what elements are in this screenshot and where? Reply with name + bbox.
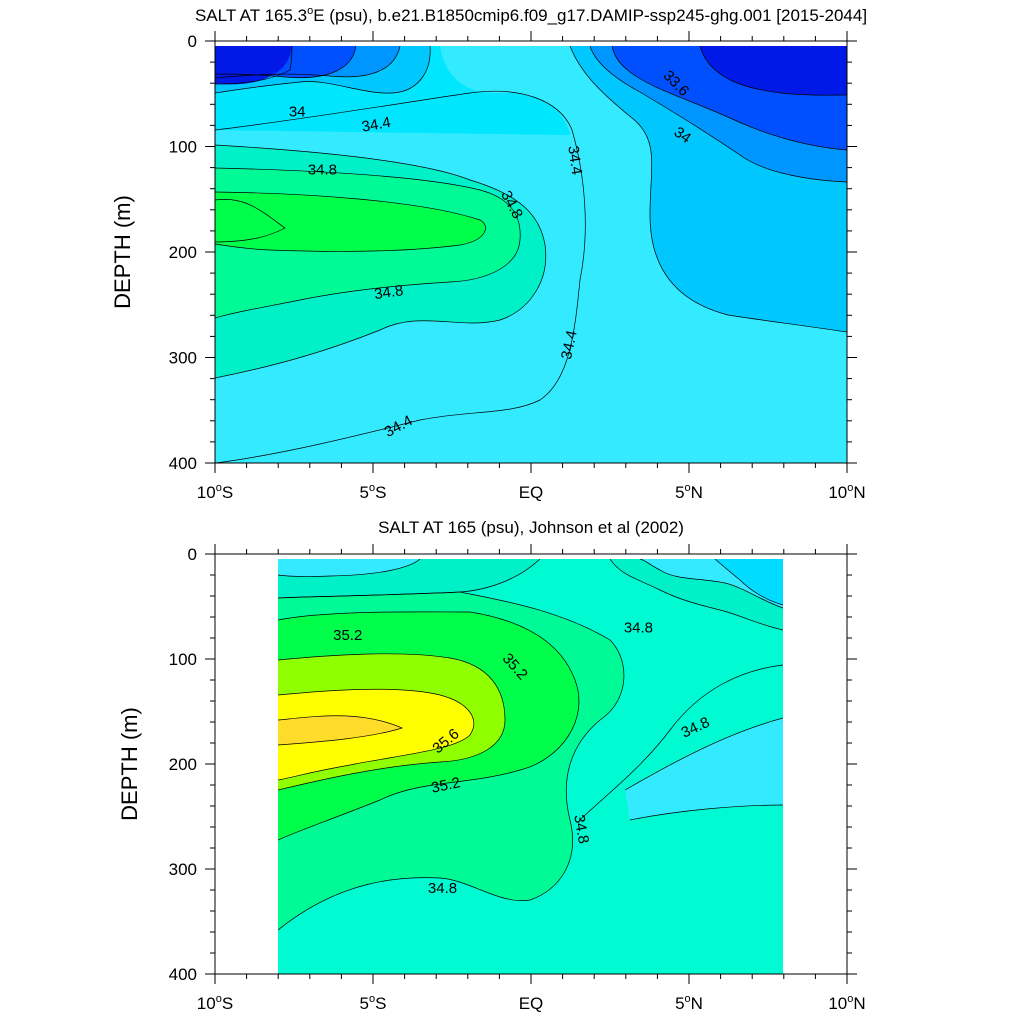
x-tick-label: EQ — [519, 483, 544, 502]
y-tick-labels-observed: 0 100 200 300 400 — [169, 545, 197, 984]
fill-band-35-2 — [215, 192, 486, 252]
contour-fill-observed — [278, 559, 783, 974]
panel-observed: SALT AT 165 (psu), Johnson et al (2002) — [117, 518, 866, 1013]
fill-band-34-4-obs-west — [278, 559, 420, 577]
y-tick-label: 300 — [169, 860, 197, 879]
y-tick-label: 200 — [169, 755, 197, 774]
contour-fill-model — [215, 46, 847, 463]
y-axis-label-observed: DEPTH (m) — [117, 707, 142, 821]
panel-observed-title: SALT AT 165 (psu), Johnson et al (2002) — [378, 518, 684, 537]
contour-label: 34.8 — [308, 162, 337, 179]
y-tick-labels-model: 0 100 200 300 400 — [169, 32, 197, 473]
panel-model-title: SALT AT 165.3oE (psu), b.e21.B1850cmip6.… — [195, 5, 867, 25]
y-axis-label-model: DEPTH (m) — [110, 195, 135, 309]
contour-label: 35.2 — [333, 627, 362, 644]
y-tick-label: 200 — [169, 243, 197, 262]
contour-lines-observed — [278, 559, 783, 931]
contour-label: 34.8 — [373, 282, 404, 303]
contour-label: 34.4 — [564, 145, 585, 176]
y-tick-label: 100 — [169, 138, 197, 157]
y-tick-label: 0 — [188, 545, 197, 564]
fill-band-34-2-obs — [715, 559, 783, 605]
contour-label: 34 — [289, 104, 306, 121]
x-tick-label: 10oN — [828, 993, 865, 1013]
fill-band-35-8-obs — [278, 715, 402, 745]
x-tick-labels-model: 10oS 5oS EQ 5oN 10oN — [197, 482, 866, 502]
contour-label: 34 — [671, 124, 694, 147]
x-tick-label: 5oS — [360, 482, 387, 502]
x-tick-label: 10oN — [828, 482, 865, 502]
contour-labels-observed: 35.235.234.835.6 34.835.234.834.8 — [333, 620, 712, 897]
x-tick-label: EQ — [519, 994, 544, 1013]
contour-label: 34.8 — [624, 620, 653, 637]
y-tick-label: 100 — [169, 650, 197, 669]
fill-band-34-2 — [215, 46, 570, 135]
contour-label: 34.8 — [570, 813, 592, 845]
fill-band-33-0-east — [700, 46, 847, 96]
fill-band-34-6-obs — [278, 559, 783, 630]
x-tick-label: 5oS — [360, 993, 387, 1013]
contour-label: 34.4 — [558, 329, 581, 361]
x-tick-label: 10oS — [197, 993, 233, 1013]
y-tick-label: 0 — [188, 32, 197, 51]
contour-label: 35.2 — [430, 774, 462, 797]
axis-ticks-model — [205, 31, 857, 473]
fill-band-34-6-obs-deep — [625, 718, 783, 820]
x-tick-label: 5oN — [675, 482, 703, 502]
x-tick-label: 5oN — [675, 993, 703, 1013]
fill-band-35-4 — [215, 191, 285, 242]
contour-label: 34.4 — [360, 114, 392, 136]
y-tick-label: 400 — [169, 965, 197, 984]
axis-ticks-observed — [205, 544, 857, 984]
y-tick-label: 300 — [169, 349, 197, 368]
x-tick-labels-observed: 10oS 5oS EQ 5oN 10oN — [197, 993, 866, 1013]
x-tick-label: 10oS — [197, 482, 233, 502]
panel-model: SALT AT 165.3oE (psu), b.e21.B1850cmip6.… — [110, 5, 867, 502]
fill-band-33-0-west — [215, 46, 292, 85]
contour-lines-model — [215, 46, 847, 463]
contour-label: 34.8 — [428, 880, 457, 897]
y-tick-label: 400 — [169, 454, 197, 473]
